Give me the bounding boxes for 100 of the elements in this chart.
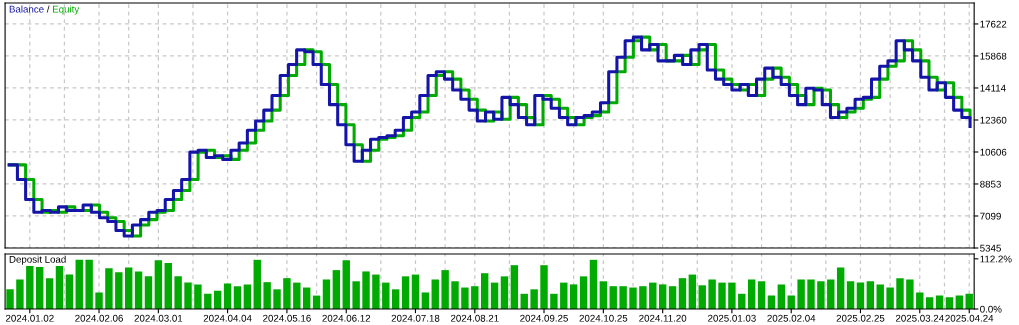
- x-tick-label: 2024.02.06: [75, 314, 123, 322]
- bar: [332, 270, 341, 309]
- bar: [698, 285, 706, 309]
- bar: [550, 293, 558, 309]
- bar: [342, 260, 350, 309]
- bar: [204, 293, 212, 309]
- bar: [896, 278, 904, 309]
- bar: [164, 262, 172, 309]
- x-tick-label: 2025.01.03: [708, 314, 756, 322]
- bar: [876, 284, 884, 309]
- bar: [609, 286, 617, 309]
- bar: [451, 281, 459, 309]
- bar: [243, 284, 252, 309]
- bar: [431, 279, 439, 309]
- bar: [283, 278, 291, 309]
- bar: [718, 282, 726, 309]
- bar: [569, 284, 578, 309]
- bar: [55, 266, 64, 309]
- bar: [293, 282, 301, 309]
- chart-title: Deposit Load: [9, 255, 66, 265]
- bar: [382, 282, 390, 309]
- text: Balance: [9, 5, 44, 13]
- text: Equity: [53, 5, 80, 15]
- bar: [599, 281, 608, 309]
- bar: [421, 292, 430, 309]
- bar: [65, 274, 74, 309]
- bar: [916, 292, 924, 309]
- bar: [807, 279, 815, 309]
- bar: [589, 259, 598, 309]
- y-tick-label: 17622: [980, 20, 1007, 28]
- bar: [668, 286, 677, 309]
- bar: [461, 287, 469, 309]
- bar: [16, 279, 24, 309]
- y-tick-label: 14114: [980, 84, 1006, 92]
- bar: [827, 279, 835, 309]
- bar: [658, 284, 667, 309]
- y-tick-label: 8853: [980, 180, 1001, 188]
- bar: [154, 260, 163, 309]
- bar: [540, 265, 548, 309]
- x-tick-label: 2024.03.01: [134, 314, 183, 322]
- bar: [777, 284, 786, 309]
- x-tick-label: 2024.08.21: [450, 314, 499, 322]
- bar: [233, 286, 242, 309]
- x-tick-label: 2024.09.25: [520, 314, 568, 322]
- x-tick-label: 2024.01.02: [5, 314, 54, 322]
- bar: [639, 286, 647, 309]
- bar: [174, 276, 182, 309]
- bar: [391, 289, 400, 309]
- bar: [115, 272, 123, 309]
- x-tick-label: 2024.04.04: [203, 314, 252, 322]
- bar: [105, 268, 113, 309]
- y-tick-label: 112.2%: [980, 255, 1012, 263]
- y-tick-label: 5345: [980, 244, 1001, 252]
- bar: [471, 286, 479, 309]
- x-tick-label: 2025.03.24: [895, 314, 944, 322]
- x-tick-label: 2024.05.16: [263, 314, 311, 322]
- bar: [124, 267, 133, 309]
- x-tick-label: 2025.02.25: [836, 314, 885, 322]
- bar: [817, 281, 825, 309]
- x-tick-label: 2024.10.25: [579, 314, 628, 322]
- bar: [886, 287, 894, 309]
- bar: [322, 279, 331, 309]
- x-tick-label: 2024.11.20: [639, 314, 687, 322]
- bar: [836, 267, 845, 309]
- bar: [441, 270, 449, 309]
- bar: [352, 281, 360, 309]
- bar: [945, 297, 954, 309]
- bar: [757, 281, 766, 309]
- y-tick-label: 15868: [980, 52, 1007, 60]
- x-tick-label: 2025.02.04: [767, 314, 816, 322]
- bar: [480, 273, 489, 309]
- annotation: /: [46, 5, 50, 13]
- bar: [194, 284, 202, 309]
- bar: [500, 276, 509, 309]
- bar: [263, 282, 271, 309]
- bar: [411, 274, 420, 309]
- bar: [45, 278, 54, 309]
- bar: [688, 274, 697, 309]
- x-tick-label: 2024.07.18: [391, 314, 440, 322]
- x-tick-label: 2025.04.24: [945, 314, 994, 322]
- bar: [708, 279, 716, 309]
- bar: [26, 266, 34, 309]
- y-tick-label: 0.0%: [980, 305, 1002, 313]
- bar: [866, 281, 875, 309]
- bar: [797, 279, 805, 309]
- bar: [510, 265, 519, 309]
- bar: [401, 276, 410, 309]
- bar: [619, 286, 627, 309]
- bar: [253, 259, 261, 309]
- bar: [6, 289, 14, 309]
- bar: [560, 282, 568, 309]
- bar: [530, 289, 538, 309]
- bar: [925, 297, 934, 309]
- bar: [134, 271, 143, 309]
- bar: [372, 274, 380, 309]
- bar: [846, 281, 855, 309]
- bar: [144, 276, 153, 309]
- bar: [906, 279, 914, 309]
- bar: [273, 289, 281, 309]
- bar: [184, 282, 192, 309]
